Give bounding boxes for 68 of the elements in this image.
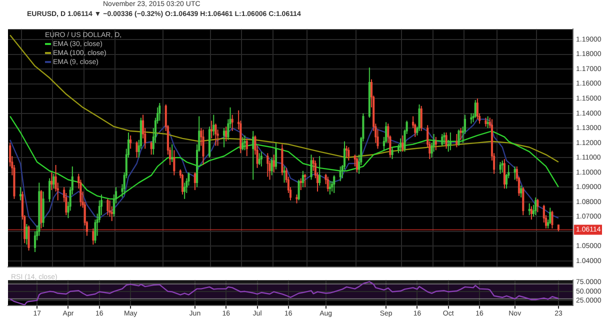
candlestick: [503, 158, 506, 190]
candlestick: [420, 105, 422, 132]
candlestick: [318, 156, 321, 186]
candlestick: [266, 152, 269, 178]
candlestick: [458, 129, 460, 146]
candlestick: [181, 173, 184, 195]
candlestick: [333, 174, 336, 194]
candlestick: [536, 198, 539, 213]
candlestick: [520, 185, 522, 198]
candlestick: [242, 136, 244, 151]
candlestick: [348, 146, 350, 162]
candlestick: [310, 154, 312, 180]
candlestick: [19, 186, 22, 201]
candlestick: [272, 154, 275, 173]
candlestick: [522, 186, 524, 216]
candlestick: [534, 196, 537, 216]
candlestick: [474, 100, 476, 118]
candlestick: [48, 178, 51, 202]
candlestick: [402, 134, 404, 152]
candlestick: [283, 166, 286, 184]
candlestick: [130, 134, 132, 150]
candlestick: [298, 179, 300, 201]
candlestick: [460, 128, 462, 140]
candlestick: [52, 173, 55, 190]
candlestick: [456, 133, 458, 148]
candlestick: [231, 114, 234, 132]
candlestick: [214, 123, 217, 146]
candlestick: [202, 129, 204, 166]
candlestick: [514, 166, 516, 180]
candlestick: [441, 133, 444, 146]
candlestick: [106, 198, 109, 216]
candlestick: [28, 224, 30, 252]
candlestick: [356, 157, 358, 173]
candlestick: [391, 146, 394, 160]
candlestick: [445, 132, 448, 150]
candlestick: [136, 140, 138, 158]
candlestick: [339, 166, 342, 182]
candlestick: [223, 128, 226, 148]
candlestick: [212, 114, 215, 136]
candlestick: [92, 228, 94, 246]
candlestick: [549, 207, 552, 225]
candlestick: [210, 120, 213, 139]
candlestick: [449, 132, 452, 151]
candlestick: [258, 152, 260, 166]
candlestick: [225, 126, 228, 142]
candlestick: [246, 138, 248, 157]
candlestick: [194, 172, 196, 191]
candlestick: [50, 172, 53, 191]
candlestick: [173, 150, 176, 176]
candlestick: [326, 176, 329, 192]
candlestick: [150, 140, 152, 156]
candlestick: [270, 157, 273, 176]
candlestick: [476, 98, 478, 120]
candlestick: [499, 162, 502, 174]
candlestick: [400, 138, 402, 152]
candlestick: [443, 132, 446, 145]
candlestick: [551, 210, 554, 229]
candlestick: [184, 182, 186, 200]
candlestick: [260, 151, 262, 167]
candlestick: [501, 160, 504, 173]
candlestick: [252, 130, 254, 180]
candlestick: [158, 102, 161, 122]
candlestick: [418, 104, 420, 132]
candlestick: [26, 224, 28, 246]
candlestick: [302, 170, 304, 188]
candlestick: [530, 206, 532, 220]
candlestick: [434, 136, 437, 151]
candlestick: [274, 142, 277, 170]
